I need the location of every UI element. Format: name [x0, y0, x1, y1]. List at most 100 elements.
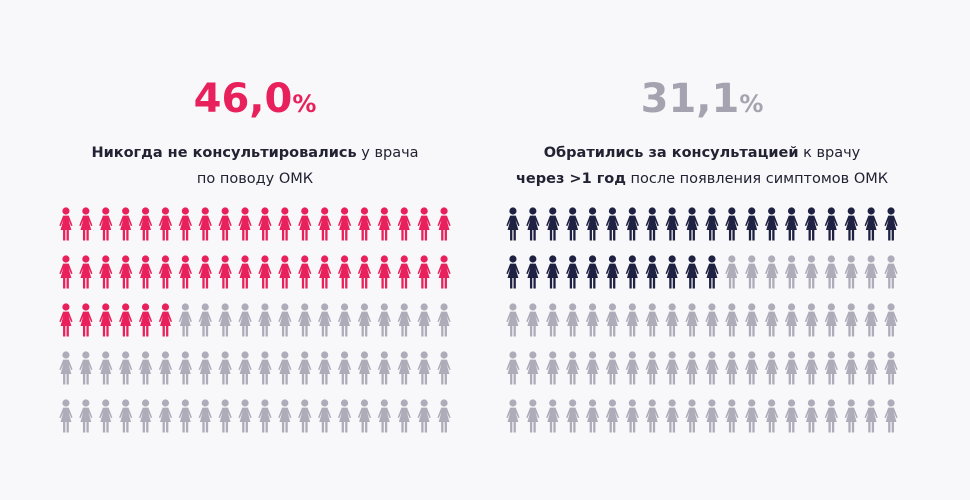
person-icon: [665, 255, 679, 289]
person-icon: [337, 255, 352, 289]
person-icon: [278, 255, 292, 289]
description-line: Обратились за консультацией к врачу: [544, 145, 861, 161]
person-icon: [377, 255, 391, 289]
person-icon: [844, 399, 858, 433]
person-icon: [337, 207, 352, 241]
person-icon: [526, 399, 540, 433]
person-icon: [99, 255, 113, 289]
person-icon: [804, 399, 819, 433]
description-line: Никогда не консультировались у врача: [91, 145, 418, 161]
description-line: по поводу ОМК: [197, 171, 314, 187]
person-icon: [138, 207, 153, 241]
person-icon: [357, 399, 372, 433]
person-icon: [437, 399, 451, 433]
person-icon: [665, 303, 679, 337]
person-icon: [178, 351, 192, 385]
person-icon: [158, 351, 173, 385]
person-icon: [844, 207, 858, 241]
person-icon: [119, 399, 133, 433]
person-icon: [318, 351, 332, 385]
person-icon: [437, 351, 451, 385]
person-icon: [784, 399, 799, 433]
person-icon: [357, 351, 372, 385]
person-icon: [99, 303, 113, 337]
person-icon: [725, 207, 739, 241]
person-icon: [238, 255, 252, 289]
person-icon: [79, 399, 93, 433]
person-icon: [546, 399, 560, 433]
person-icon: [526, 255, 540, 289]
person-icon: [437, 207, 451, 241]
person-icon: [784, 207, 799, 241]
person-icon: [417, 399, 431, 433]
person-icon: [546, 303, 560, 337]
person-icon: [238, 207, 252, 241]
person-icon: [585, 255, 600, 289]
person-icon: [804, 351, 819, 385]
person-icon: [377, 399, 391, 433]
person-icon: [79, 303, 93, 337]
person-icon: [804, 255, 819, 289]
person-icon: [824, 255, 838, 289]
person-icon: [566, 255, 580, 289]
person-icon: [645, 207, 659, 241]
person-icon: [218, 399, 232, 433]
person-icon: [59, 303, 73, 337]
person-icon: [258, 255, 272, 289]
person-icon: [218, 303, 232, 337]
person-icon: [765, 303, 779, 337]
person-icon: [745, 351, 759, 385]
person-icon: [417, 255, 431, 289]
person-icon: [665, 351, 679, 385]
person-icon: [566, 303, 580, 337]
person-icon: [59, 207, 73, 241]
person-icon: [397, 303, 411, 337]
person-icon: [625, 351, 639, 385]
person-icon: [178, 207, 192, 241]
person-icon: [298, 303, 312, 337]
person-icon: [506, 351, 520, 385]
person-icon: [884, 351, 898, 385]
person-icon: [625, 255, 639, 289]
person-icon: [99, 351, 113, 385]
person-icon: [645, 399, 659, 433]
person-icon: [585, 207, 600, 241]
person-icon: [725, 399, 739, 433]
person-icon: [258, 351, 272, 385]
person-icon: [566, 399, 580, 433]
person-icon: [625, 303, 639, 337]
person-icon: [864, 399, 878, 433]
person-icon: [844, 303, 858, 337]
person-icon: [218, 207, 232, 241]
percent-number: 31,1: [641, 76, 740, 122]
person-icon: [119, 303, 133, 337]
person-icon: [605, 255, 620, 289]
person-icon: [397, 351, 411, 385]
person-icon: [437, 303, 451, 337]
person-icon: [417, 207, 431, 241]
person-icon: [79, 351, 93, 385]
person-icon: [605, 303, 620, 337]
person-icon: [119, 207, 133, 241]
person-icon: [357, 255, 372, 289]
person-icon: [238, 303, 252, 337]
person-icon: [138, 303, 153, 337]
percent-unit: %: [292, 90, 316, 118]
person-icon: [258, 207, 272, 241]
person-icon: [158, 255, 173, 289]
person-icon: [705, 255, 719, 289]
person-icon: [99, 399, 113, 433]
person-icon: [745, 303, 759, 337]
person-icon: [864, 207, 878, 241]
person-icon: [198, 207, 212, 241]
person-icon: [784, 303, 799, 337]
description-text: к врачу: [799, 145, 861, 161]
person-icon: [198, 255, 212, 289]
person-icon: [318, 255, 332, 289]
person-icon: [218, 351, 232, 385]
person-icon: [337, 303, 352, 337]
person-icon: [784, 255, 799, 289]
person-icon: [59, 399, 73, 433]
person-icon: [685, 207, 699, 241]
